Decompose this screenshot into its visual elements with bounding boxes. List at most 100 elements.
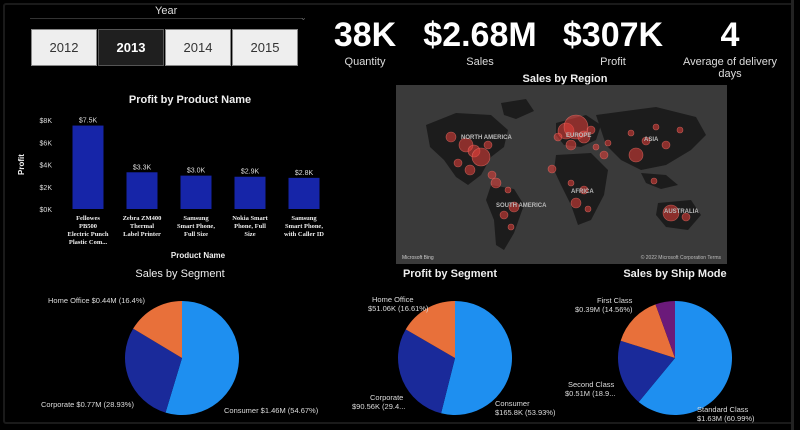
sales-by-region-map[interactable]: NORTH AMERICA EUROPE ASIA AFRICA SOUTH A… [396, 85, 727, 264]
y-tick-label: $2K [40, 185, 53, 192]
region-bubble[interactable] [661, 140, 671, 150]
region-bubble[interactable] [565, 139, 577, 151]
pie-label-corporate: Corporate $0.77M (28.93%) [41, 400, 134, 409]
region-bubble[interactable] [547, 164, 557, 174]
profit-by-segment-title: Profit by Segment [402, 268, 498, 280]
pie-slice[interactable] [638, 301, 732, 415]
map-label-south-america: SOUTH AMERICA [496, 203, 547, 209]
pie-slice[interactable] [398, 329, 455, 414]
kpi-label: Profit [600, 56, 626, 68]
region-bubble[interactable] [483, 140, 493, 150]
pie-slice[interactable] [405, 301, 455, 358]
pie-slice[interactable] [441, 301, 512, 415]
bar[interactable] [234, 176, 266, 209]
kpi-value: 4 [720, 16, 740, 54]
map-title: Sales by Region [522, 73, 608, 85]
x-axis-label: Product Name [171, 251, 226, 260]
region-bubble[interactable] [570, 197, 582, 209]
pie-label-consumer: Consumer [495, 399, 530, 408]
kpi-label: Sales [466, 56, 494, 68]
region-bubble[interactable] [579, 185, 589, 195]
region-bubble[interactable] [453, 158, 463, 168]
map-label-north-america: NORTH AMERICA [461, 135, 512, 141]
year-button-2013[interactable]: 2013 [98, 29, 164, 66]
year-button-2014[interactable]: 2014 [165, 29, 231, 66]
bar[interactable] [180, 175, 212, 209]
pie-label-corporate: Corporate [370, 393, 404, 402]
bar[interactable] [288, 177, 320, 209]
x-tick-label: Zebra ZM400 Thermal Label Printer [123, 215, 162, 238]
bing-logo: Microsoft Bing [402, 255, 434, 261]
region-bubble[interactable] [650, 177, 658, 185]
pie-label-consumer: Consumer $1.46M (54.67%) [224, 406, 319, 415]
world-map [426, 99, 706, 250]
pie-slice[interactable] [165, 301, 240, 415]
pie-slice[interactable] [655, 301, 675, 358]
region-bubble[interactable] [499, 210, 509, 220]
x-tick-label: Nokia Smart Phone, Full Size [232, 215, 268, 238]
region-bubble[interactable] [490, 177, 502, 189]
kpi-value: $307K [562, 16, 664, 54]
region-bubble[interactable] [508, 201, 520, 213]
x-tick-label: Samsung Smart Phone, with Caller ID [284, 215, 324, 238]
kpi-sales: $2.68M Sales [420, 15, 540, 68]
region-bubble[interactable] [604, 139, 612, 147]
region-bubble[interactable] [487, 170, 497, 180]
sales-by-segment-title: Sales by Segment [135, 268, 225, 280]
kpi-quantity: 38K Quantity [330, 15, 400, 68]
pie-label-home-office-value: $51.06K (16.61%) [368, 304, 429, 313]
sales-by-segment-pie [125, 301, 240, 415]
year-button-2015[interactable]: 2015 [232, 29, 298, 66]
sales-by-ship-mode-pie [618, 301, 732, 415]
pie-label-corporate-value: $90.56K (29.4... [352, 402, 406, 411]
map-credit[interactable]: © 2022 Microsoft Corporation Terms [640, 255, 721, 261]
region-bubble[interactable] [628, 147, 644, 163]
pie-label-standard-class: Standard Class [697, 405, 749, 414]
region-bubble[interactable] [641, 136, 651, 146]
pie-slice[interactable] [125, 328, 182, 413]
kpi-label: Average of delivery days [683, 56, 777, 80]
bar-data-label: $2.8K [295, 170, 314, 177]
slicer-divider [30, 18, 303, 19]
region-bubble[interactable] [504, 186, 512, 194]
pie-slice[interactable] [618, 340, 675, 402]
region-bubble[interactable] [567, 179, 575, 187]
land-greenland [501, 99, 534, 119]
y-tick-label: $4K [40, 163, 53, 170]
region-bubble[interactable] [445, 131, 457, 143]
bar[interactable] [72, 125, 104, 209]
bar[interactable] [126, 172, 158, 209]
y-axis-label: Profit [17, 154, 26, 175]
pie-label-home-office: Home Office $0.44M (16.4%) [48, 296, 145, 305]
profit-by-product-chart: $0K $2K $4K $6K $8K Profit $7.5K Fellowes PB500 E… [17, 118, 324, 260]
region-bubble[interactable] [464, 164, 476, 176]
region-bubble[interactable] [592, 143, 600, 151]
region-bubble[interactable] [652, 123, 660, 131]
region-bubble[interactable] [471, 147, 491, 167]
chevron-down-icon[interactable]: ⌄ [300, 13, 307, 22]
region-bubble[interactable] [681, 212, 691, 222]
pie-label-consumer-value: $165.8K (53.93%) [495, 408, 556, 417]
map-label-europe: EUROPE [566, 133, 592, 139]
region-bubble[interactable] [676, 126, 684, 134]
bar-chart-title: Profit by Product Name [128, 94, 252, 106]
region-bubble[interactable] [662, 204, 680, 222]
region-bubble[interactable] [584, 205, 592, 213]
region-bubble[interactable] [507, 223, 515, 231]
land-southeast-asia [641, 173, 678, 189]
pie-slice[interactable] [620, 304, 675, 358]
bar-data-label: $3.0K [187, 168, 206, 175]
pie-slice[interactable] [133, 301, 182, 358]
year-button-2012[interactable]: 2012 [31, 29, 97, 66]
region-bubble[interactable] [586, 125, 596, 135]
page-scrollbar[interactable] [791, 0, 794, 430]
land-asia [596, 107, 706, 170]
region-bubble[interactable] [553, 132, 563, 142]
bar-data-label: $7.5K [79, 118, 98, 125]
year-slicer: 2012 2013 2014 2015 [31, 29, 299, 66]
region-bubble[interactable] [577, 130, 591, 144]
region-bubble[interactable] [627, 129, 635, 137]
map-label-australia: AUSTRALIA [664, 209, 699, 215]
region-bubble[interactable] [599, 150, 609, 160]
y-tick-label: $6K [40, 140, 53, 147]
